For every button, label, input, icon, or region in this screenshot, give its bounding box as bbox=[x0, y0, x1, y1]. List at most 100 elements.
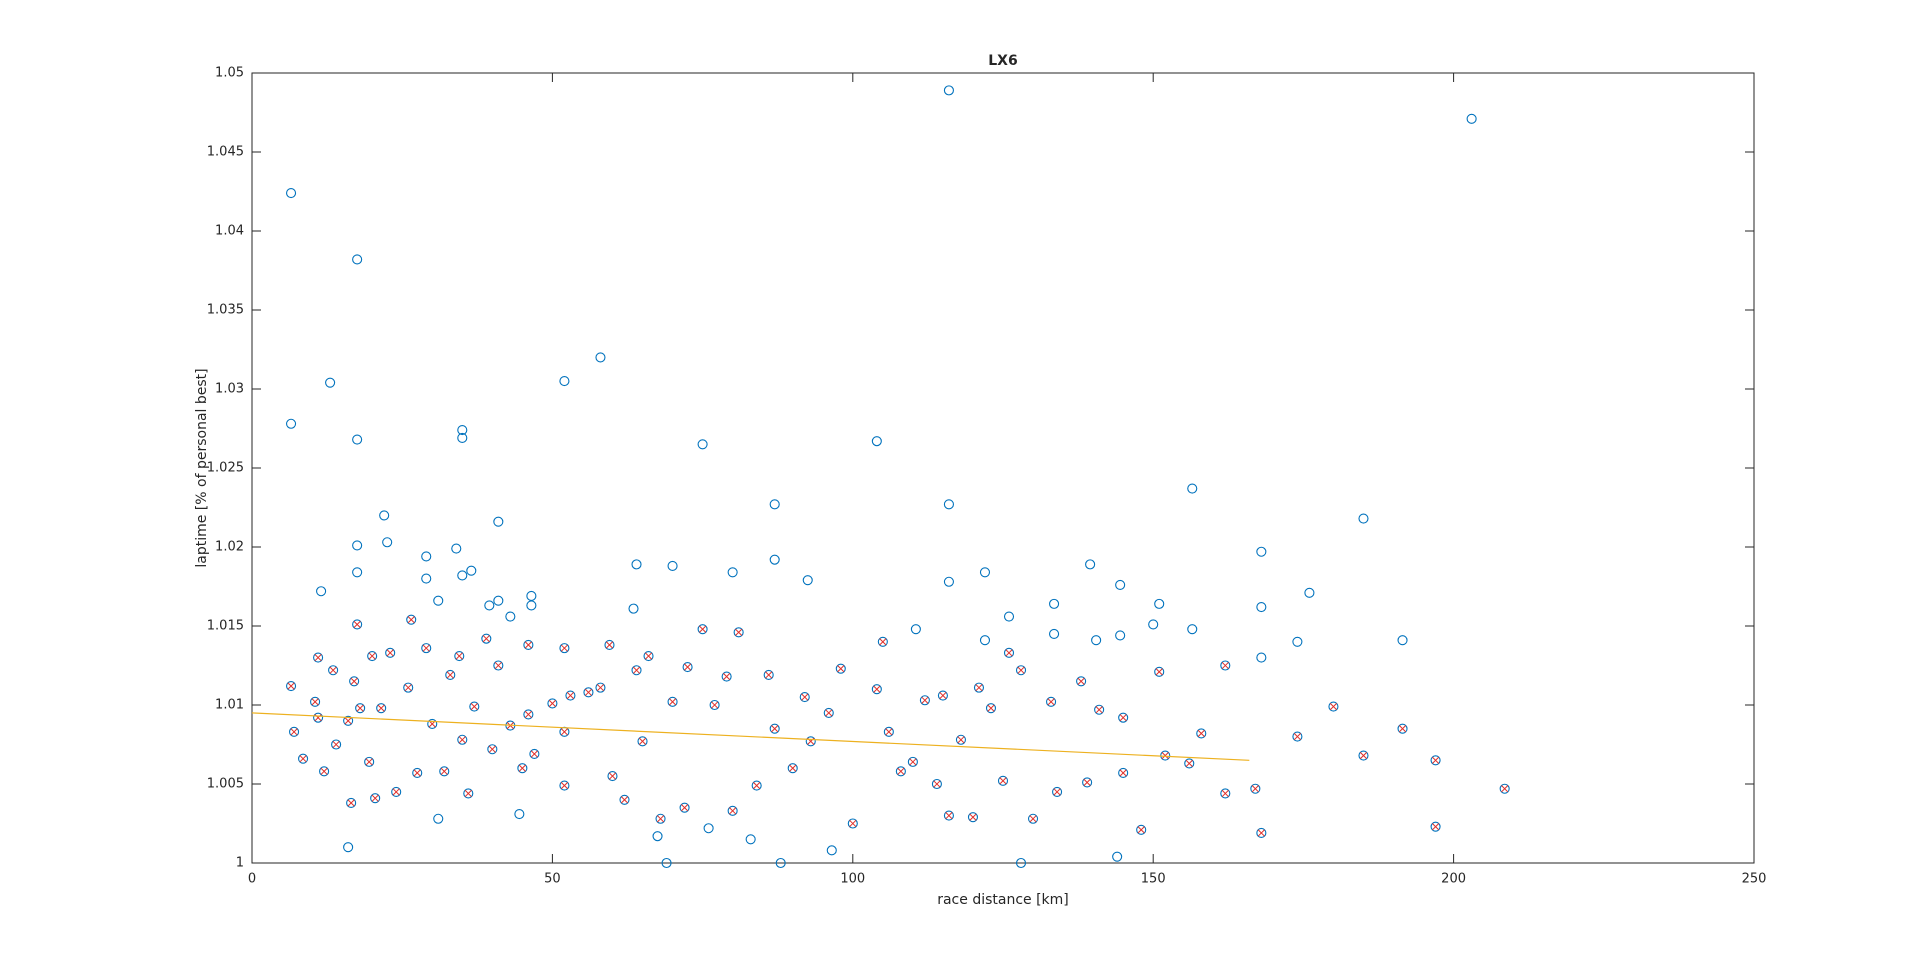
point-cross bbox=[560, 644, 568, 652]
y-tick-label: 1.05 bbox=[215, 66, 244, 81]
point bbox=[709, 699, 720, 711]
point-circle bbox=[967, 812, 979, 823]
point-circle bbox=[943, 85, 954, 96]
point-cross bbox=[413, 769, 421, 777]
point bbox=[379, 510, 390, 521]
point bbox=[457, 432, 468, 444]
point bbox=[907, 756, 918, 767]
point-circle bbox=[1358, 750, 1369, 761]
point-circle bbox=[403, 682, 414, 693]
point-circle bbox=[661, 857, 672, 869]
point-circle bbox=[1052, 786, 1063, 797]
point-circle bbox=[682, 662, 693, 673]
point-circle bbox=[652, 831, 663, 842]
y-tick-label: 1.045 bbox=[207, 145, 244, 160]
x-tick-label: 100 bbox=[840, 872, 865, 887]
point-circle bbox=[955, 734, 966, 745]
axes-box bbox=[251, 72, 1755, 864]
point-cross bbox=[1185, 759, 1193, 768]
point-circle bbox=[1049, 628, 1060, 639]
point-circle bbox=[286, 188, 297, 199]
point-cross bbox=[1359, 752, 1368, 760]
point bbox=[523, 709, 534, 720]
point-circle bbox=[1027, 813, 1039, 824]
point-circle bbox=[1397, 723, 1408, 734]
point-cross bbox=[969, 813, 977, 821]
point-circle bbox=[325, 377, 336, 388]
point bbox=[493, 595, 504, 606]
point-circle bbox=[463, 788, 474, 799]
point bbox=[697, 439, 708, 450]
point-cross bbox=[1251, 785, 1259, 793]
point-circle bbox=[847, 818, 858, 829]
point-circle bbox=[709, 699, 720, 711]
point-circle bbox=[457, 432, 468, 444]
point-cross bbox=[939, 691, 947, 700]
y-tick-label: 1.005 bbox=[207, 777, 244, 792]
point-circle bbox=[1397, 635, 1408, 646]
point-circle bbox=[703, 823, 714, 834]
point-cross bbox=[620, 796, 629, 804]
y-tick-label: 1.015 bbox=[207, 619, 244, 634]
point bbox=[727, 567, 738, 578]
point bbox=[370, 793, 381, 804]
point bbox=[595, 682, 606, 693]
point-circle bbox=[466, 565, 477, 576]
point-cross bbox=[753, 782, 761, 790]
point bbox=[1358, 513, 1369, 524]
point-circle bbox=[1292, 731, 1303, 742]
point bbox=[1196, 728, 1207, 739]
point-circle bbox=[877, 636, 888, 647]
point bbox=[799, 692, 810, 703]
point-cross bbox=[455, 652, 463, 660]
point-circle bbox=[871, 684, 882, 695]
point-circle bbox=[823, 707, 834, 718]
point-cross bbox=[605, 641, 614, 649]
point bbox=[343, 842, 354, 853]
point-circle bbox=[604, 639, 615, 651]
point bbox=[1049, 628, 1060, 639]
point bbox=[481, 633, 492, 644]
point-circle bbox=[910, 624, 921, 635]
point bbox=[877, 636, 888, 647]
point-cross bbox=[771, 725, 779, 733]
point-cross bbox=[1005, 649, 1013, 657]
point-circle bbox=[943, 499, 954, 510]
point-circle bbox=[751, 780, 762, 791]
point-cross bbox=[933, 780, 941, 788]
point-circle bbox=[298, 753, 309, 764]
point-circle bbox=[1184, 758, 1195, 769]
y-tick-label: 1.02 bbox=[215, 540, 244, 555]
point bbox=[652, 831, 663, 842]
point-circle bbox=[985, 703, 997, 714]
point-circle bbox=[979, 635, 991, 646]
point-circle bbox=[406, 614, 417, 625]
point bbox=[421, 551, 432, 562]
point bbox=[955, 734, 966, 745]
point-cross bbox=[909, 758, 917, 766]
x-tick-label: 250 bbox=[1742, 872, 1767, 887]
point-circle bbox=[721, 671, 732, 682]
point bbox=[682, 662, 693, 673]
x-axis-label: race distance [km] bbox=[937, 892, 1069, 908]
point-cross bbox=[711, 701, 719, 709]
point-circle bbox=[1115, 579, 1126, 590]
point-cross bbox=[608, 772, 617, 780]
point bbox=[286, 188, 297, 199]
point-cross bbox=[440, 767, 448, 775]
point-circle bbox=[523, 709, 534, 720]
point-cross bbox=[921, 696, 929, 704]
point-cross bbox=[332, 740, 340, 749]
point bbox=[973, 682, 985, 693]
point bbox=[910, 624, 921, 635]
point bbox=[1148, 619, 1159, 630]
point-circle bbox=[421, 643, 432, 654]
point bbox=[286, 680, 297, 692]
point-circle bbox=[943, 810, 954, 821]
point-cross bbox=[897, 767, 905, 775]
point bbox=[319, 766, 330, 777]
point-cross bbox=[789, 764, 797, 772]
y-tick-label: 1.025 bbox=[207, 461, 244, 476]
point-cross bbox=[945, 812, 953, 820]
